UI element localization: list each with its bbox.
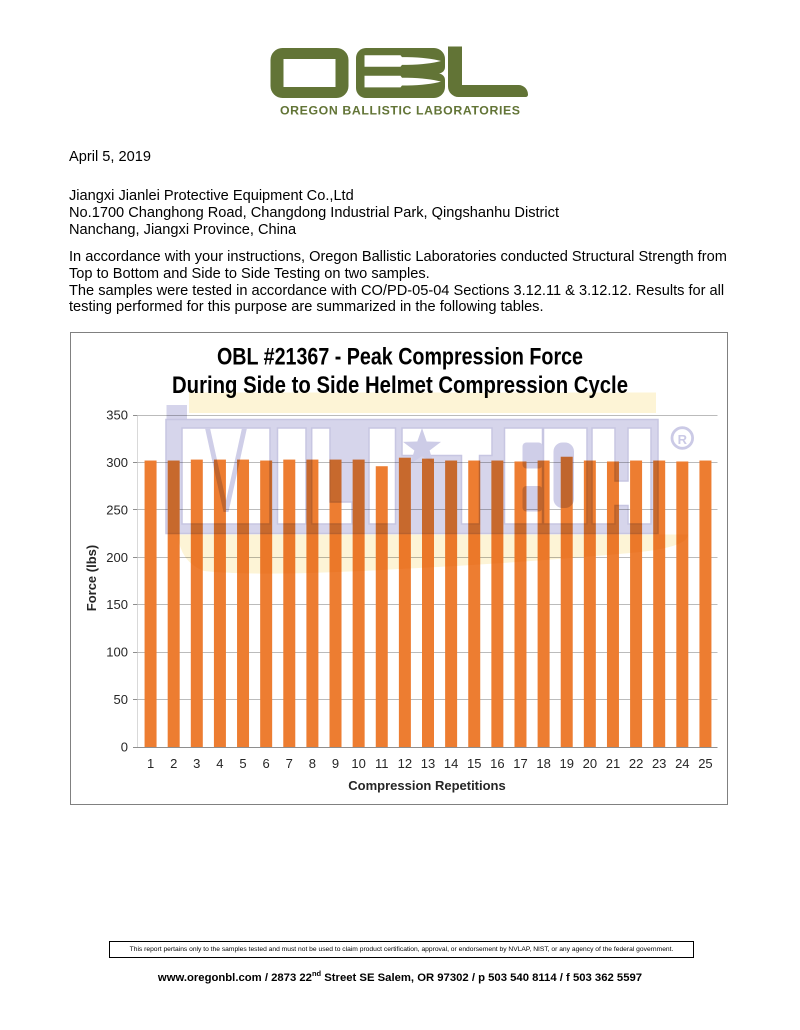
svg-text:24: 24	[675, 756, 689, 771]
svg-text:19: 19	[559, 756, 573, 771]
svg-text:25: 25	[698, 756, 712, 771]
svg-text:9: 9	[332, 756, 339, 771]
svg-text:OREGON BALLISTIC LABORATORIES: OREGON BALLISTIC LABORATORIES	[280, 104, 520, 118]
svg-text:17: 17	[513, 756, 527, 771]
svg-text:350: 350	[106, 408, 128, 423]
svg-text:18: 18	[536, 756, 550, 771]
svg-text:6: 6	[263, 756, 270, 771]
svg-text:16: 16	[490, 756, 504, 771]
svg-text:200: 200	[106, 550, 128, 565]
svg-text:100: 100	[106, 645, 128, 660]
svg-text:13: 13	[421, 756, 435, 771]
svg-text:7: 7	[286, 756, 293, 771]
svg-text:OBL #21367 - Peak Compression: OBL #21367 - Peak Compression Force	[217, 344, 583, 371]
svg-text:5: 5	[239, 756, 246, 771]
svg-text:10: 10	[351, 756, 365, 771]
svg-text:20: 20	[583, 756, 597, 771]
svg-text:1: 1	[147, 756, 154, 771]
svg-text:50: 50	[114, 692, 128, 707]
svg-text:12: 12	[398, 756, 412, 771]
svg-text:2: 2	[170, 756, 177, 771]
svg-text:21: 21	[606, 756, 620, 771]
svg-text:23: 23	[652, 756, 666, 771]
svg-text:150: 150	[106, 597, 128, 612]
svg-text:8: 8	[309, 756, 316, 771]
svg-text:300: 300	[106, 455, 128, 470]
svg-text:Compression Repetitions: Compression Repetitions	[348, 778, 505, 793]
svg-text:250: 250	[106, 502, 128, 517]
svg-text:0: 0	[121, 740, 128, 755]
svg-text:15: 15	[467, 756, 481, 771]
svg-text:14: 14	[444, 756, 458, 771]
svg-text:4: 4	[216, 756, 223, 771]
svg-text:22: 22	[629, 756, 643, 771]
svg-text:3: 3	[193, 756, 200, 771]
svg-text:11: 11	[375, 756, 389, 771]
svg-text:R: R	[678, 432, 688, 447]
svg-text:Force (lbs): Force (lbs)	[84, 545, 99, 611]
